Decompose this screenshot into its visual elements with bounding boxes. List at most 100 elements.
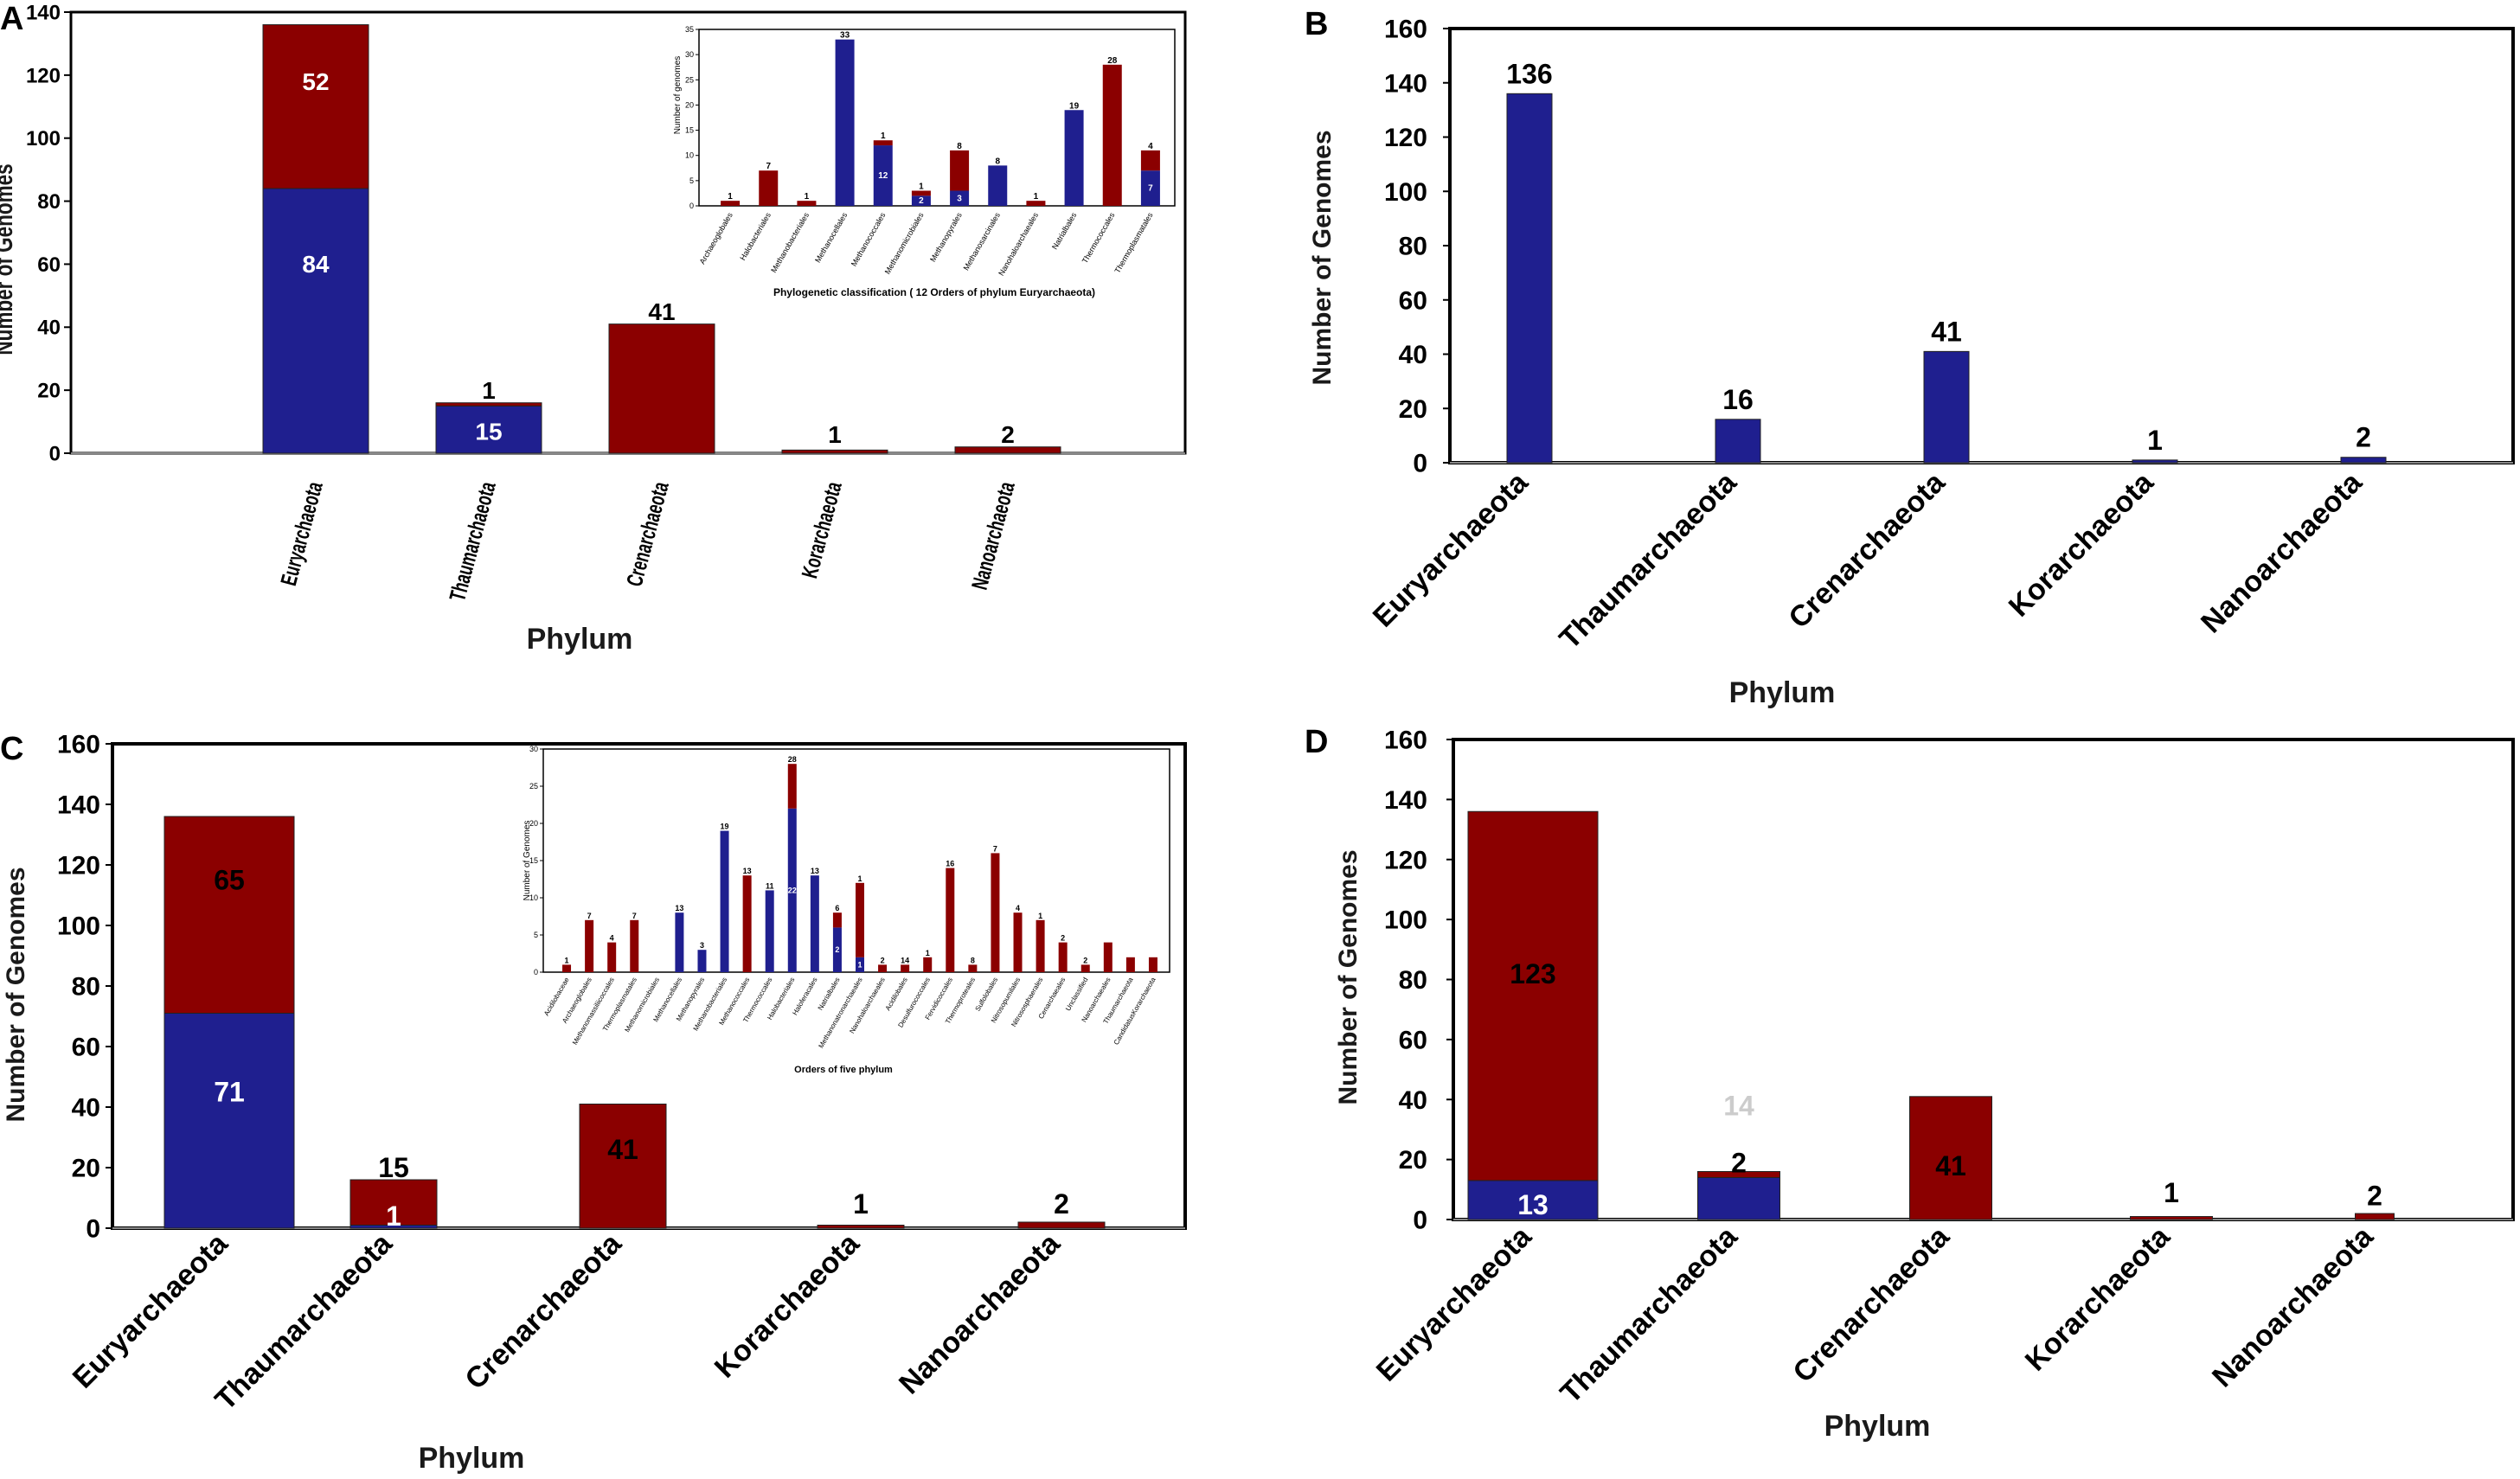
inset-bar-red xyxy=(911,190,931,196)
x-tick-label: Korarchaeota xyxy=(2019,1220,2177,1378)
data-label: 2 xyxy=(1054,1188,1069,1220)
inset-y-tick-label: 30 xyxy=(685,50,694,59)
inset-x-tick-label: Nanohaloarchaeales xyxy=(997,211,1040,278)
inset-bar-red xyxy=(856,882,864,957)
inset-x-tick-label: Methanosarcinales xyxy=(962,211,1003,272)
inset-data-label: 2 xyxy=(919,196,924,206)
inset-x-tick-label: Methanonatronarchaeales xyxy=(817,976,863,1050)
panel-letter: A xyxy=(0,1,23,37)
data-label: 41 xyxy=(1931,316,1962,347)
inset-data-label: 8 xyxy=(995,157,1000,166)
inset-x-axis-title: Orders of five phylum xyxy=(794,1065,893,1075)
inset-bar-blue xyxy=(832,927,842,972)
x-tick-label: Crenarchaeota xyxy=(1786,1220,1956,1389)
x-tick-label: Euryarchaeota xyxy=(276,478,328,588)
x-tick-label: Thaumarchaeota xyxy=(1553,465,1743,656)
y-tick-label: 160 xyxy=(57,731,100,759)
inset-y-tick-label: 5 xyxy=(534,931,538,939)
y-tick-label: 60 xyxy=(1399,286,1427,315)
inset-bar-red xyxy=(607,942,617,972)
y-tick-label: 0 xyxy=(49,442,61,465)
y-tick-label: 120 xyxy=(1384,124,1427,152)
inset-data-label: 7 xyxy=(632,912,637,920)
x-tick-label: Nanoarchaeota xyxy=(2195,465,2369,639)
inset-data-label: 7 xyxy=(993,844,997,853)
x-tick-label: Crenarchaeota xyxy=(458,1226,628,1396)
x-tick-label: Thaumarchaeota xyxy=(1554,1220,1744,1410)
inset-x-tick-label: Thermoplasmatales xyxy=(1113,211,1154,275)
inset-bar-red xyxy=(1102,64,1122,206)
data-label: 14 xyxy=(1723,1090,1754,1121)
bar-blue xyxy=(435,405,542,454)
inset-bar-red xyxy=(797,201,817,206)
panel-c-letter: C xyxy=(0,731,23,767)
inset-y-tick-label: 30 xyxy=(529,745,538,753)
data-label: 2 xyxy=(1001,421,1015,448)
x-axis-title: Phylum xyxy=(527,623,633,656)
inset-bar-red xyxy=(878,964,888,972)
bar-red xyxy=(2130,1216,2213,1220)
inset-y-axis-title: Number of genomes xyxy=(673,56,683,135)
inset-data-label: 3 xyxy=(700,941,704,950)
bar-red xyxy=(164,816,295,1014)
inset-x-tick-label: Natrialbales xyxy=(817,976,842,1012)
y-axis-title: Number of Genomes xyxy=(2,867,30,1122)
inset-data-label: 1 xyxy=(857,874,862,883)
y-axis-title: Number of Genomes xyxy=(1334,849,1363,1104)
inset-data-label: 2 xyxy=(835,945,839,954)
x-tick-label: Nanoarchaeota xyxy=(893,1226,1067,1400)
inset-bar-red xyxy=(759,170,779,206)
inset-bar-blue xyxy=(675,912,684,972)
inset-bar-red xyxy=(901,964,910,972)
y-tick-label: 40 xyxy=(1399,1086,1427,1115)
y-tick-label: 20 xyxy=(1399,1146,1427,1175)
inset-y-tick-label: 0 xyxy=(689,202,694,210)
inset-x-tick-label: Halobacteriales xyxy=(738,211,773,262)
inset-x-tick-label: CandidatusKorarchaeota xyxy=(1113,976,1157,1047)
inset-data-label: 4 xyxy=(610,934,614,943)
y-tick-label: 60 xyxy=(37,253,61,277)
bar-red xyxy=(781,449,888,454)
y-tick-label: 140 xyxy=(1384,786,1427,815)
inset-data-label: 19 xyxy=(721,823,729,831)
inset-data-label: 7 xyxy=(1148,184,1153,194)
inset-bar-blue xyxy=(988,165,1008,206)
inset-bar-red xyxy=(1013,912,1023,972)
inset-bar-blue xyxy=(856,957,864,972)
inset-x-tick-label: Methanobacteriales xyxy=(769,211,811,274)
inset-bar-red xyxy=(1058,942,1068,972)
inset-bar-red xyxy=(1103,942,1113,972)
inset-data-label: 1 xyxy=(881,131,886,141)
bar-total xyxy=(1506,93,1553,464)
inset-data-label: 33 xyxy=(840,31,850,41)
inset-bar-blue xyxy=(720,830,729,972)
inset-bar-red xyxy=(630,919,639,972)
inset-data-label: 12 xyxy=(878,171,888,181)
y-tick-label: 80 xyxy=(1399,966,1427,995)
y-tick-label: 120 xyxy=(1384,846,1427,874)
inset-data-label: 4 xyxy=(1016,904,1020,912)
x-tick-label: Euryarchaeota xyxy=(67,1226,235,1395)
y-tick-label: 80 xyxy=(72,973,100,1002)
bar-red xyxy=(435,402,542,407)
inset-bar-red xyxy=(968,964,978,972)
inset-data-label: 1 xyxy=(728,192,733,202)
bar-red xyxy=(954,446,1061,454)
y-tick-label: 140 xyxy=(26,1,61,24)
data-label: 1 xyxy=(2147,425,2163,456)
inset-chart: 0 5 10 15 20 25 30 35 1 Archaeoglobales 7 Halobacte… xyxy=(673,25,1176,298)
bar-red xyxy=(2355,1213,2395,1220)
y-tick-label: 0 xyxy=(1413,1207,1427,1235)
inset-x-tick-label: Sulfolobales xyxy=(974,976,1000,1013)
inset-data-label: 6 xyxy=(835,904,839,912)
bar-blue xyxy=(164,1013,295,1229)
inset-bar-red xyxy=(1125,957,1135,972)
inset-x-tick-label: Thermococcales xyxy=(1080,211,1117,266)
inset-bar-red xyxy=(1148,957,1157,972)
data-label: 41 xyxy=(607,1134,638,1165)
inset-chart: 0510152025301Acidilobaceae7Archaeoglobal… xyxy=(523,745,1170,1075)
inset-bar-blue xyxy=(697,950,707,972)
data-label: 2 xyxy=(2367,1180,2382,1211)
inset-data-label: 16 xyxy=(946,860,954,868)
y-axis-title: Number of Genomes xyxy=(1308,130,1337,385)
